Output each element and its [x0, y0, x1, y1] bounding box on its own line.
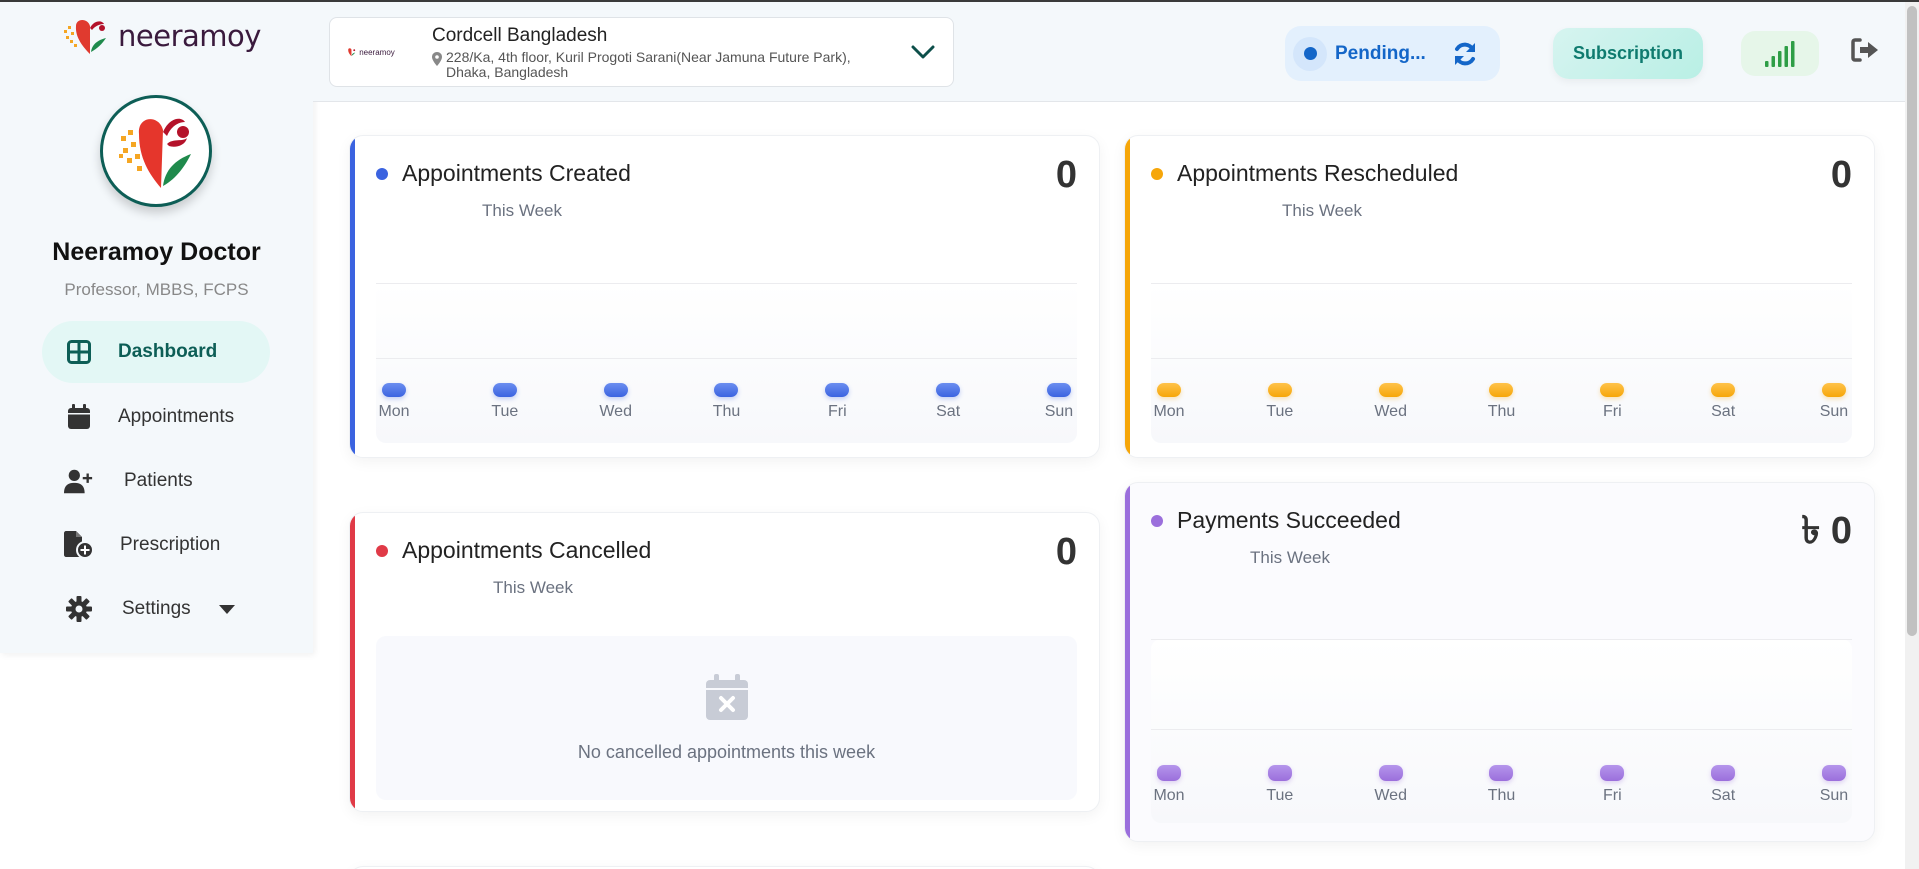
- connection-signal-button[interactable]: [1741, 31, 1819, 76]
- gear-icon: [64, 594, 94, 624]
- calendar-x-icon: [705, 673, 748, 720]
- card-subtitle: This Week: [1250, 548, 1330, 567]
- card-title: Appointments Created: [402, 160, 631, 186]
- bar-thu[interactable]: Thu: [1486, 765, 1516, 805]
- user-plus-icon: [64, 466, 94, 496]
- card-subtitle: This Week: [493, 578, 573, 597]
- bar-sun[interactable]: Sun: [1819, 765, 1849, 805]
- bar-sat[interactable]: Sat: [933, 383, 963, 421]
- clinic-selector[interactable]: neeramoy Cordcell Bangladesh 228/Ka, 4th…: [329, 17, 954, 87]
- bar-sun[interactable]: Sun: [1044, 383, 1074, 421]
- card-title: Appointments Rescheduled: [1177, 160, 1459, 186]
- calendar-icon: [64, 402, 94, 432]
- clinic-logo: neeramoy: [330, 47, 410, 57]
- clinic-logo-text: neeramoy: [359, 47, 395, 57]
- clinic-address: 228/Ka, 4th floor, Kuril Progoti Sarani(…: [446, 48, 851, 80]
- scrollbar-thumb[interactable]: [1907, 6, 1917, 636]
- bar-sat[interactable]: Sat: [1708, 383, 1738, 421]
- status-text: Pending...: [1335, 42, 1426, 64]
- card-appointments-created: Appointments Created 0 This Week Mon Tue…: [349, 135, 1100, 458]
- status-dot-icon: [376, 167, 388, 180]
- neeramoy-heart-logo-icon: [64, 20, 106, 54]
- bar-mon[interactable]: Mon: [378, 383, 410, 421]
- chevron-down-icon[interactable]: [893, 45, 953, 59]
- neeramoy-heart-logo-icon: [348, 48, 356, 57]
- card-title: Payments Succeeded: [1177, 507, 1401, 533]
- sidebar-item-settings[interactable]: Settings: [42, 578, 270, 640]
- bar-fri[interactable]: Fri: [1597, 765, 1627, 805]
- sidebar-item-label: Appointments: [118, 406, 235, 427]
- card-subtitle: This Week: [1282, 201, 1362, 220]
- avatar: [100, 95, 212, 207]
- bar-wed[interactable]: Wed: [1374, 383, 1407, 421]
- clinic-name: Cordcell Bangladesh: [432, 24, 608, 46]
- card-value: 0: [1055, 531, 1077, 573]
- bar-tue[interactable]: Tue: [1265, 383, 1295, 421]
- bar-thu[interactable]: Thu: [711, 383, 741, 421]
- card-payments-succeeded: Payments Succeeded ৳ 0 This Week Mon Tue…: [1124, 482, 1875, 842]
- status-dot-icon: [1293, 36, 1327, 71]
- bar-thu[interactable]: Thu: [1486, 383, 1516, 421]
- sidebar-item-label: Dashboard: [118, 341, 218, 362]
- bar-sun[interactable]: Sun: [1819, 383, 1849, 421]
- sidebar-item-label: Settings: [122, 598, 191, 619]
- sidebar-item-dashboard[interactable]: Dashboard: [42, 321, 270, 383]
- empty-state: No cancelled appointments this week: [376, 636, 1077, 800]
- subscription-button[interactable]: Subscription: [1553, 28, 1703, 79]
- card-appointments-rescheduled: Appointments Rescheduled 0 This Week Mon…: [1124, 135, 1875, 458]
- weekly-bar-chart: Mon Tue Wed Thu Fri Sat Sun: [1151, 283, 1852, 443]
- weekly-bar-chart: Mon Tue Wed Thu Fri Sat Sun: [376, 283, 1077, 443]
- logout-button[interactable]: [1851, 38, 1879, 67]
- logout-icon: [1851, 38, 1878, 62]
- sidebar-item-appointments[interactable]: Appointments: [42, 386, 270, 448]
- card-title: Appointments Cancelled: [402, 537, 652, 563]
- sync-status-badge: Pending...: [1285, 26, 1500, 81]
- chevron-down-icon[interactable]: [218, 604, 235, 614]
- bar-fri[interactable]: Fri: [822, 383, 852, 421]
- card-subtitle: This Week: [482, 201, 562, 220]
- brand-name: neeramoy: [118, 19, 261, 53]
- card-value: 0: [1830, 154, 1852, 196]
- page-scrollbar[interactable]: [1905, 2, 1919, 869]
- refresh-icon[interactable]: [1452, 41, 1478, 67]
- bar-sat[interactable]: Sat: [1708, 765, 1738, 805]
- file-plus-icon: [64, 530, 94, 560]
- bar-wed[interactable]: Wed: [599, 383, 632, 421]
- top-bar: neeramoy Cordcell Bangladesh 228/Ka, 4th…: [313, 2, 1919, 102]
- sidebar: neeramoy Neeramoy Doctor Professor, MBBS…: [0, 2, 313, 653]
- signal-strength-icon: [1765, 40, 1795, 67]
- location-pin-icon: [432, 51, 442, 66]
- sidebar-item-prescription[interactable]: Prescription: [42, 514, 270, 576]
- brand-logo[interactable]: neeramoy: [62, 16, 261, 56]
- weekly-bar-chart: Mon Tue Wed Thu Fri Sat Sun: [1151, 639, 1852, 823]
- card-value: 0: [1055, 154, 1077, 196]
- doctor-name: Neeramoy Doctor: [52, 238, 261, 266]
- doctor-degree: Professor, MBBS, FCPS: [64, 280, 249, 299]
- status-dot-icon: [376, 544, 388, 557]
- status-dot-icon: [1151, 167, 1163, 180]
- bar-mon[interactable]: Mon: [1153, 383, 1185, 421]
- bar-tue[interactable]: Tue: [490, 383, 520, 421]
- status-dot-icon: [1151, 514, 1163, 527]
- sidebar-item-label: Patients: [124, 470, 193, 491]
- sidebar-item-label: Prescription: [120, 534, 221, 555]
- empty-message: No cancelled appointments this week: [577, 741, 876, 762]
- bar-wed[interactable]: Wed: [1374, 765, 1407, 805]
- card-appointments-cancelled: Appointments Cancelled 0 This Week No ca…: [349, 512, 1100, 812]
- neeramoy-avatar-logo-icon: [119, 118, 191, 188]
- dashboard-grid-icon: [64, 337, 94, 367]
- bar-tue[interactable]: Tue: [1265, 765, 1295, 805]
- bar-fri[interactable]: Fri: [1597, 383, 1627, 421]
- sidebar-item-patients[interactable]: Patients: [42, 450, 270, 512]
- card-value: ৳ 0: [1801, 510, 1852, 552]
- bar-mon[interactable]: Mon: [1153, 765, 1185, 805]
